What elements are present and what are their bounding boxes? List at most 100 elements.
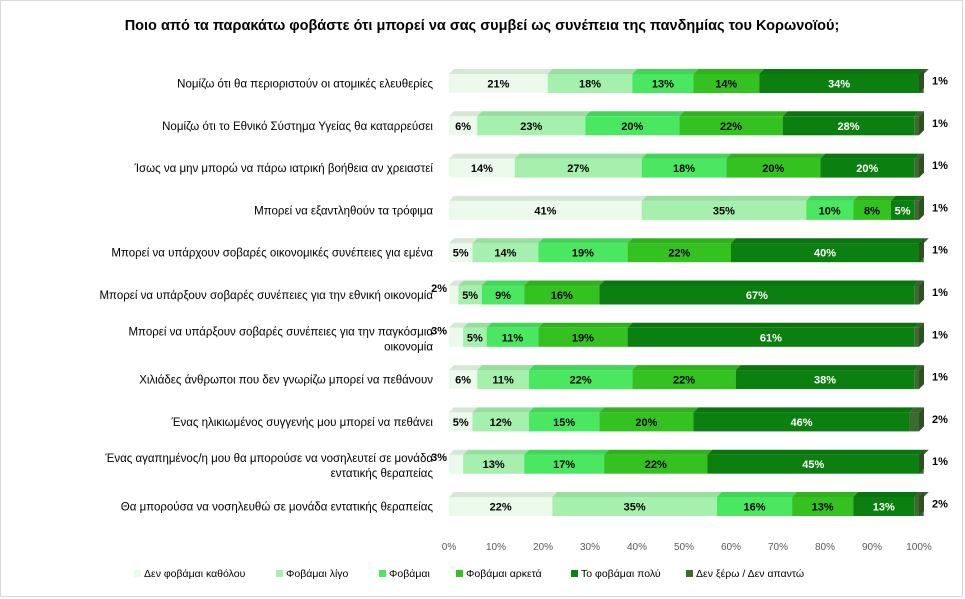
data-label: 5% [462, 290, 478, 302]
category-label: Νομίζω ότι θα περιοριστούν οι ατομικές ε… [177, 79, 433, 91]
bar-segment-top [463, 322, 492, 328]
data-label: 27% [567, 163, 589, 175]
bar-segment-top [890, 195, 920, 201]
bar-segment-top [449, 238, 478, 244]
bar-segment-top [853, 195, 896, 201]
bar-segment-top [679, 111, 788, 117]
data-label: 20% [856, 163, 878, 175]
data-label: 5% [467, 332, 483, 344]
bar-segment-top [641, 195, 812, 201]
legend: Δεν φοβάμαι καθόλου Φοβάμαι λίγο Φοβάμαι Φο… [134, 568, 804, 580]
bar-side [919, 111, 924, 136]
bar-segment-top [726, 153, 826, 159]
bar-segment-top [914, 280, 924, 286]
bar-segment-top [806, 195, 859, 201]
legend-swatch [571, 570, 578, 577]
bar-segment-top [528, 407, 605, 413]
bar-segment-top [449, 492, 558, 497]
data-label: 1% [932, 456, 948, 468]
category-labels: Νομίζω ότι θα περιοριστούν οι ατομικές ε… [99, 79, 433, 514]
data-label: 1% [932, 118, 948, 130]
bar-segment [477, 116, 586, 136]
bar-segment [693, 412, 910, 432]
bar-segment-top [449, 69, 553, 74]
bar-segment [472, 243, 539, 263]
bar-segment [914, 200, 919, 220]
x-tick-label: 0% [442, 542, 457, 553]
data-label: 13% [652, 79, 674, 91]
data-label: 2% [431, 283, 447, 295]
bar-side [919, 195, 924, 220]
bar-segment [914, 285, 919, 305]
data-label: 16% [743, 502, 765, 514]
bar-segment [463, 454, 525, 474]
x-tick-label: 100% [906, 542, 932, 553]
bar-segment-top [514, 153, 647, 159]
bar-segment [477, 370, 529, 390]
x-tick-label: 50% [674, 542, 694, 553]
data-label: 10% [819, 205, 841, 217]
bar-segment [632, 370, 736, 390]
bar-side [919, 407, 924, 432]
data-label: 61% [760, 332, 782, 344]
bar-segment [627, 243, 731, 263]
data-label: 2% [932, 414, 948, 426]
data-label: 18% [673, 163, 695, 175]
data-label: 1% [932, 160, 948, 172]
bar-segment-top [538, 322, 633, 328]
legend-label: Φοβάμαι αρκετά [466, 568, 542, 580]
bar-segment [585, 116, 680, 136]
category-label: Νομίζω ότι το Εθνικό Σύστημα Υγείας θα κ… [162, 121, 433, 133]
data-label: 45% [802, 459, 824, 471]
bar-segment [463, 327, 487, 347]
bar-segment-top [641, 153, 732, 159]
category-label: Ένας αγαπημένος/η μου θα μπορούσε να νοσ… [104, 453, 433, 480]
legend-swatch [379, 570, 386, 577]
data-label: 19% [572, 248, 594, 260]
bar-segment-top [477, 365, 534, 371]
bar-segment [449, 116, 478, 136]
bar-side [919, 322, 924, 347]
data-label: 34% [828, 79, 850, 91]
bar-segment [792, 497, 854, 516]
data-label: 1% [932, 287, 948, 299]
bar-segment [853, 200, 891, 220]
data-label: 5% [895, 205, 911, 217]
bar-segment [632, 74, 694, 93]
bar-segment-top [449, 195, 647, 201]
bar-segment [731, 243, 919, 263]
data-label: 23% [520, 121, 542, 133]
bar-segment-top [731, 238, 924, 244]
data-label: 35% [713, 205, 735, 217]
data-label: 20% [621, 121, 643, 133]
data-label: 13% [873, 502, 895, 514]
bar-segment [472, 412, 529, 432]
legend-swatch [686, 570, 693, 577]
bar-segment-top [524, 449, 610, 455]
bar-segment-top [528, 365, 638, 371]
data-label: 3% [431, 325, 447, 337]
bar-segment [641, 158, 727, 178]
bar-segment-top [449, 153, 520, 159]
data-label: 3% [431, 452, 447, 464]
data-label: 18% [579, 79, 601, 91]
bar-segment [449, 243, 473, 263]
category-label: Μπορεί να εξαντληθούν τα τρόφιμα [254, 205, 433, 217]
x-tick-label: 10% [486, 542, 506, 553]
bar-segment [890, 200, 915, 220]
bar-side [919, 492, 924, 516]
data-label: 1% [932, 202, 948, 214]
bar-segment-top [472, 407, 534, 413]
data-label: 6% [455, 375, 471, 387]
legend-label: Το φοβάμαι πολύ [581, 568, 661, 580]
bar-side [919, 69, 924, 93]
category-label: Μπορεί να υπάρξουν σοβαρές συνέπειες για… [99, 290, 433, 302]
data-label: 9% [495, 290, 511, 302]
x-tick-label: 40% [627, 542, 647, 553]
bar-segment [547, 74, 633, 93]
data-label: 6% [455, 121, 471, 133]
bar-segment-top [552, 492, 722, 497]
data-label: 8% [864, 205, 880, 217]
bar-segment-top [449, 365, 483, 371]
data-label: 14% [715, 79, 737, 91]
